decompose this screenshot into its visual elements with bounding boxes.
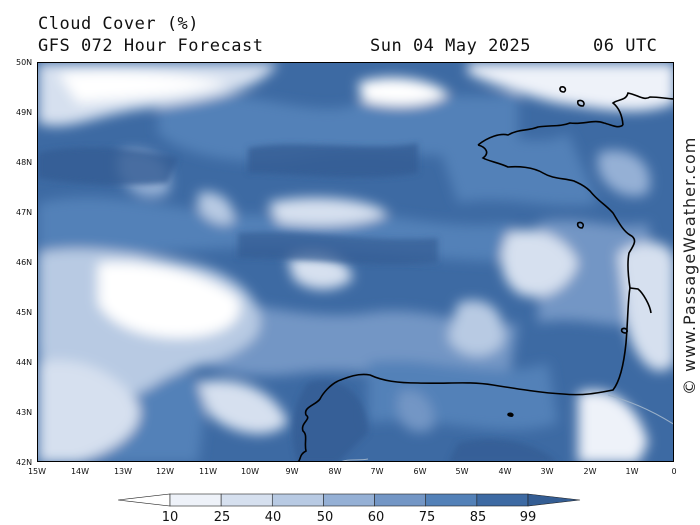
lon-label: 13W: [113, 467, 133, 476]
forecast-date: Sun 04 May 2025: [370, 36, 532, 56]
lat-label: 46N: [16, 258, 33, 267]
forecast-subtitle: GFS 072 Hour Forecast: [38, 36, 264, 56]
arcachon-outline: [620, 327, 628, 334]
lat-label: 48N: [16, 158, 33, 167]
lon-label: 1W: [625, 467, 639, 476]
brittany-north-coast: [477, 120, 624, 146]
legend-label: 50: [316, 510, 334, 525]
legend-band: [476, 493, 529, 507]
iberia-north-coast: [337, 287, 652, 396]
lon-label: 8W: [328, 467, 342, 476]
legend-band: [169, 493, 222, 507]
legend-arrow-high: [527, 493, 581, 507]
lon-label: 10W: [240, 467, 260, 476]
lat-label: 49N: [16, 108, 33, 117]
dense-cloud-patches: [38, 143, 556, 461]
legend-label: 40: [264, 510, 282, 525]
spain-france-border: [607, 394, 673, 425]
legend-band: [220, 493, 273, 507]
lat-label: 47N: [16, 208, 33, 217]
watermark-text: © www.PassageWeather.com: [680, 136, 699, 395]
map-canvas: [38, 63, 673, 461]
france-biscay-coast: [477, 144, 636, 289]
lon-label: 11W: [198, 467, 218, 476]
lon-label: 2W: [583, 467, 597, 476]
lat-label: 42N: [16, 458, 33, 467]
legend-band: [374, 493, 427, 507]
lat-label: 43N: [16, 408, 33, 417]
galicia-coast: [297, 380, 339, 461]
lon-label: 5W: [455, 467, 469, 476]
spain-portugal-border: [341, 458, 369, 461]
legend-label: 10: [161, 510, 179, 525]
channel-island: [576, 99, 585, 107]
legend-band: [271, 493, 324, 507]
lon-label: 7W: [370, 467, 384, 476]
lon-label: 15W: [27, 467, 47, 476]
legend-band: [323, 493, 375, 507]
forecast-time: 06 UTC: [593, 36, 658, 56]
legend-band: [425, 493, 478, 507]
legend-label: 99: [519, 510, 537, 525]
inland-lake: [507, 412, 514, 417]
lat-label: 50N: [16, 58, 33, 67]
legend-arrow-low: [118, 493, 171, 507]
lat-label: 44N: [16, 358, 33, 367]
lon-label: 12W: [155, 467, 175, 476]
lon-label: 14W: [70, 467, 90, 476]
lon-label: 9W: [285, 467, 299, 476]
coastline: [297, 86, 673, 461]
lat-label: 45N: [16, 308, 33, 317]
normandy-coast: [611, 92, 673, 126]
legend-label: 85: [469, 510, 487, 525]
channel-island-2: [559, 86, 567, 93]
cloud-cover-map: [37, 62, 674, 462]
color-legend: [118, 493, 581, 507]
border-lines: [341, 394, 673, 461]
biscay-island: [576, 221, 585, 229]
legend-label: 75: [418, 510, 436, 525]
legend-bands: [169, 493, 529, 507]
lon-label: 3W: [540, 467, 554, 476]
lon-label: 4W: [498, 467, 512, 476]
cloud-field: [38, 63, 673, 461]
legend-label: 25: [213, 510, 231, 525]
lon-label: 6W: [413, 467, 427, 476]
lon-label: 0: [671, 467, 677, 476]
legend-label: 60: [367, 510, 385, 525]
map-title: Cloud Cover (%): [38, 14, 200, 34]
